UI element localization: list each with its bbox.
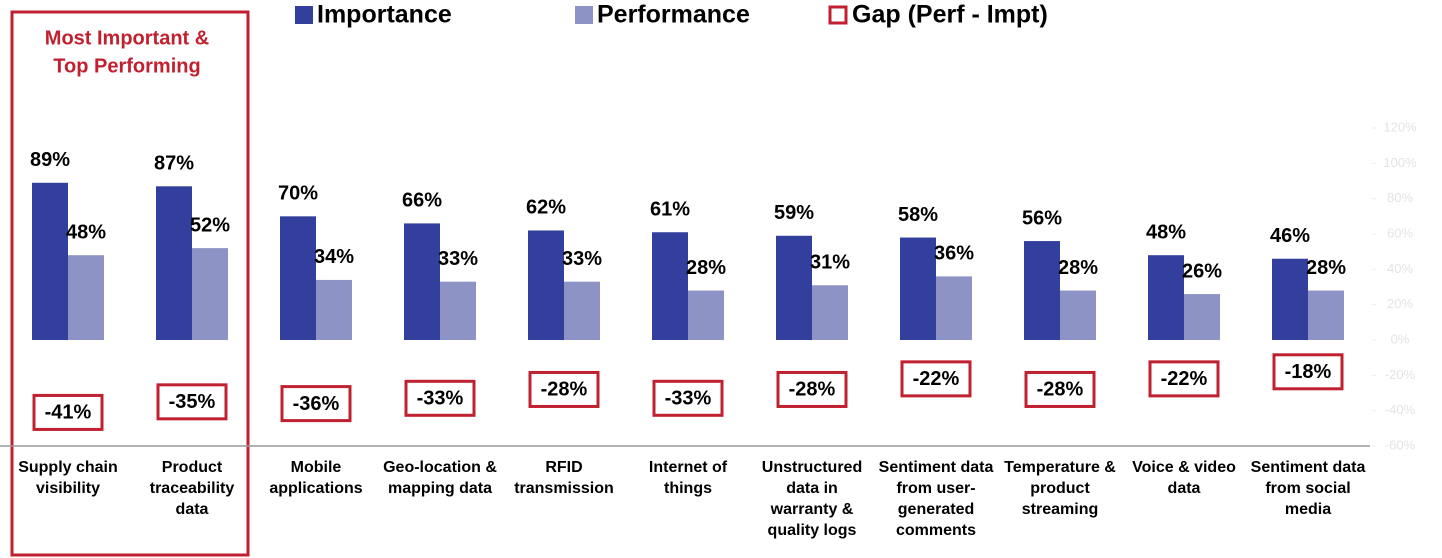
bar — [1148, 255, 1184, 340]
value-label: 28% — [1306, 257, 1346, 279]
x-tick-label: Geo-location & mapping data — [383, 459, 497, 497]
value-label: 26% — [1182, 260, 1222, 282]
bar — [316, 279, 352, 340]
legend-swatch — [295, 6, 313, 24]
gap-label: -41% — [45, 402, 92, 424]
gap-label: -33% — [417, 388, 464, 410]
value-label: 58% — [898, 204, 938, 226]
legend-swatch — [575, 6, 593, 24]
y-tick-label: 120% — [1383, 119, 1417, 134]
value-label: 46% — [1270, 225, 1310, 247]
bar — [1024, 241, 1060, 340]
gap-label: -28% — [1037, 379, 1084, 401]
bar — [528, 230, 564, 340]
legend-swatch — [828, 5, 848, 25]
gap-box — [1148, 360, 1220, 398]
value-label: 66% — [402, 190, 442, 212]
gap-box — [776, 370, 848, 408]
bar — [1272, 258, 1308, 340]
gap-label: -28% — [789, 379, 836, 401]
annotation: Top Performing — [53, 55, 200, 77]
value-label: 48% — [1146, 221, 1186, 243]
x-tick-label: Temperature & product streaming — [1004, 459, 1116, 518]
y-tick-label: 0% — [1391, 331, 1410, 346]
bar — [280, 216, 316, 340]
bar — [440, 281, 476, 340]
gap-label: -36% — [293, 393, 340, 415]
value-label: 59% — [774, 202, 814, 224]
gap-label: -18% — [1285, 361, 1332, 383]
bar — [900, 237, 936, 340]
gap-box — [528, 370, 600, 408]
value-label: 61% — [650, 199, 690, 221]
y-tick-label: -60% — [1385, 437, 1416, 452]
bar — [812, 285, 848, 340]
bar — [404, 223, 440, 340]
value-label: 52% — [190, 214, 230, 236]
bar — [68, 255, 104, 340]
value-label: 70% — [278, 183, 318, 205]
x-tick-label: Supply chain visibility — [18, 459, 118, 497]
gap-label: -35% — [169, 391, 216, 413]
annotation: Most Important & — [45, 27, 209, 49]
bar — [1060, 290, 1096, 340]
x-tick-label: Unstructured data in warranty & quality … — [761, 459, 863, 539]
x-tick-label: RFID transmission — [514, 459, 614, 497]
x-tick-label: Sentiment data from user-generated comme… — [878, 459, 994, 539]
gap-box — [1024, 370, 1096, 408]
y-tick-label: 80% — [1387, 190, 1413, 205]
value-label: 36% — [934, 243, 974, 265]
x-tick-label: Mobile applications — [269, 459, 363, 497]
gap-box — [156, 383, 228, 421]
value-label: 28% — [686, 257, 726, 279]
legend-label: Gap (Perf - Impt) — [852, 1, 1048, 29]
value-label: 89% — [30, 149, 70, 171]
y-tick-label: 100% — [1383, 155, 1417, 170]
bar — [776, 235, 812, 340]
x-tick-label: Sentiment data from social media — [1250, 459, 1366, 518]
bar — [32, 182, 68, 340]
value-label: 48% — [66, 221, 106, 243]
gap-box — [32, 393, 104, 431]
gap-label: -28% — [541, 379, 588, 401]
gap-label: -33% — [665, 388, 712, 410]
value-label: 34% — [314, 246, 354, 268]
y-tick-label: -20% — [1385, 367, 1416, 382]
x-tick-label: Product traceability data — [149, 459, 235, 518]
x-tick-label: Voice & video data — [1132, 459, 1236, 497]
bar — [564, 281, 600, 340]
y-tick-label: 40% — [1387, 261, 1413, 276]
bar — [936, 276, 972, 340]
value-label: 28% — [1058, 257, 1098, 279]
gap-box — [1272, 353, 1344, 391]
bar — [688, 290, 724, 340]
bar — [156, 186, 192, 340]
x-tick-label: Internet of things — [648, 459, 728, 497]
gap-box — [900, 360, 972, 398]
gap-box — [404, 379, 476, 417]
value-label: 33% — [438, 248, 478, 270]
bar — [652, 232, 688, 340]
legend-label: Importance — [317, 1, 452, 29]
bar — [1184, 294, 1220, 340]
gap-box — [652, 379, 724, 417]
highlight-box — [10, 10, 250, 557]
value-label: 62% — [526, 197, 566, 219]
gap-label: -22% — [1161, 368, 1208, 390]
y-tick-label: 20% — [1387, 296, 1413, 311]
legend-label: Performance — [597, 1, 750, 29]
y-tick-label: 60% — [1387, 225, 1413, 240]
value-label: 31% — [810, 252, 850, 274]
gap-label: -22% — [913, 368, 960, 390]
y-tick-label: -40% — [1385, 402, 1416, 417]
bar — [192, 248, 228, 340]
bar — [1308, 290, 1344, 340]
value-label: 87% — [154, 153, 194, 175]
value-label: 33% — [562, 248, 602, 270]
gap-box — [280, 385, 352, 423]
value-label: 56% — [1022, 207, 1062, 229]
